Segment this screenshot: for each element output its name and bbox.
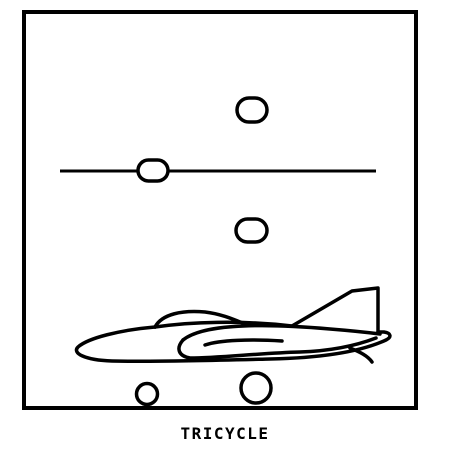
wing-lower-edge (177, 336, 378, 360)
ventral-fin (348, 346, 374, 364)
lower-oval-marker-icon (234, 217, 269, 244)
main-wheel-icon (239, 371, 273, 405)
center-oval-marker-icon (136, 158, 170, 183)
frame-border (22, 10, 418, 410)
fuselage-outline (74, 325, 392, 364)
intake-line (203, 338, 284, 347)
figure-caption: TRICYCLE (180, 424, 270, 443)
upper-oval-marker-icon (235, 96, 269, 124)
jet-aircraft-icon (74, 286, 392, 364)
nose-wheel-icon (134, 381, 160, 407)
wing-upper-edge (181, 323, 382, 342)
tail-fin (290, 286, 380, 334)
canopy (153, 309, 247, 329)
